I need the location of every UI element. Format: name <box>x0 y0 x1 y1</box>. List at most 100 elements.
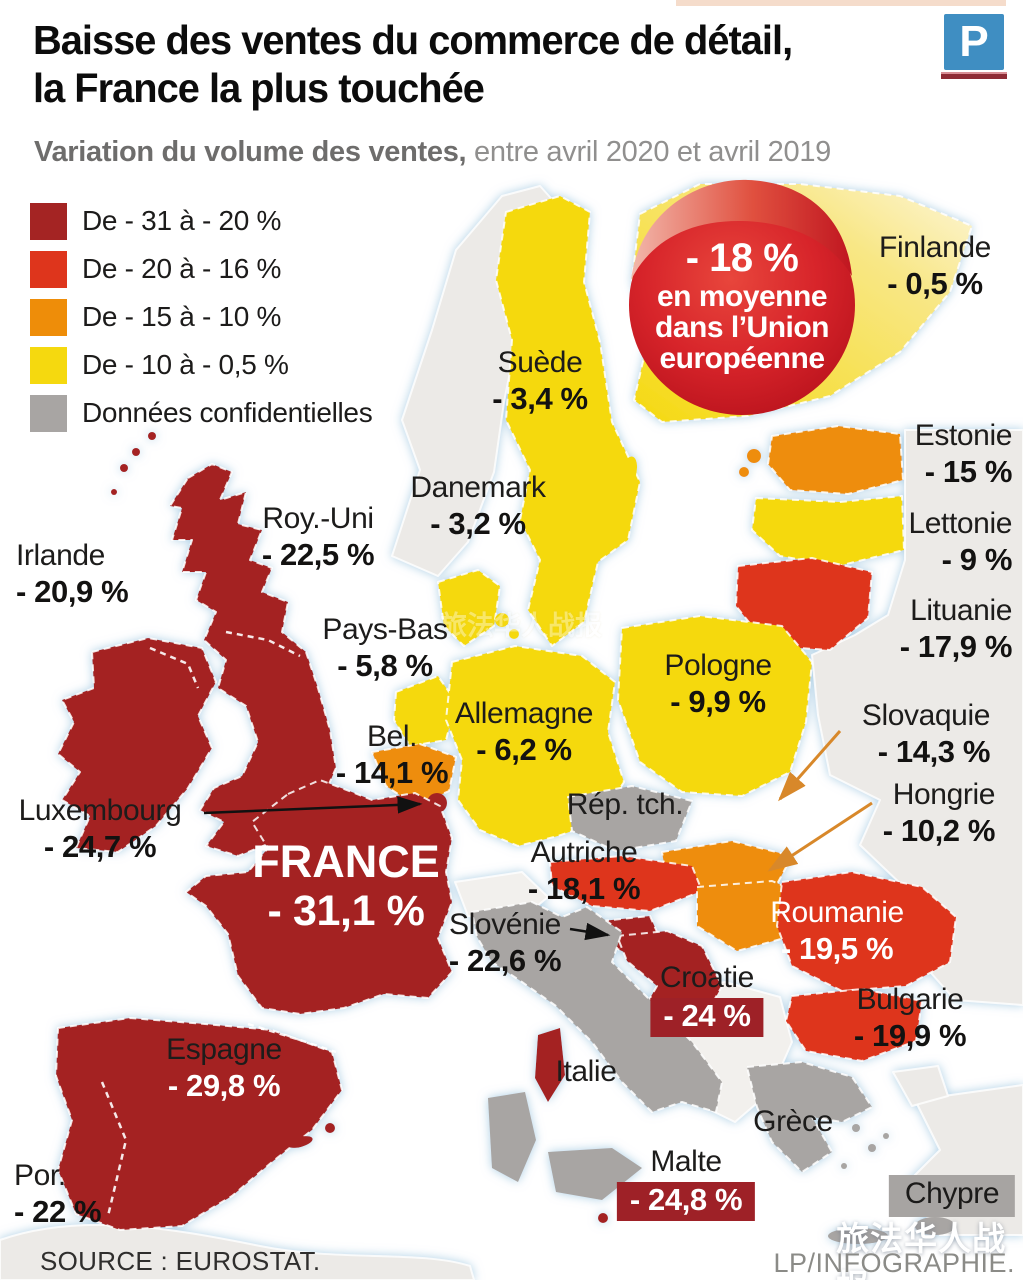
island-denmark-2 <box>509 629 519 639</box>
country-name-allemagne: Allemagne <box>454 697 594 730</box>
country-label-danemark: Danemark - 3,2 % <box>410 472 546 541</box>
country-name-slovenie: Slovénie <box>449 908 561 941</box>
cat-logo-icon <box>793 1245 819 1274</box>
country-name-irlande: Irlande <box>16 539 105 572</box>
island-scotland-4 <box>148 432 156 440</box>
country-name-grece: Grèce <box>753 1105 833 1138</box>
country-name-luxembourg: Luxembourg <box>18 794 182 827</box>
country-label-roumanie: Roumanie - 19,5 % <box>770 897 904 965</box>
legend-swatch-1 <box>30 250 67 288</box>
country-label-italie: Italie <box>556 1056 617 1088</box>
eu-average-text: - 18 % en moyenne dans l’Union européenn… <box>630 236 854 374</box>
legend-item-1: De - 20 à - 16 % <box>30 245 372 293</box>
country-value-pologne: - 9,9 % <box>670 683 766 719</box>
island-corse <box>535 1028 565 1102</box>
country-shape-belgique <box>371 743 457 807</box>
country-value-autriche: - 18,1 % <box>527 870 641 906</box>
country-value-hongrie: - 10,2 % <box>882 812 996 848</box>
watermark-text: 旅法华人战报 <box>836 1220 1007 1280</box>
country-shape-italie <box>471 901 723 1113</box>
country-name-malte: Malte <box>650 1145 722 1178</box>
le-parisien-logo: P <box>944 14 1004 70</box>
island-baleares-1 <box>287 1136 313 1148</box>
country-label-suede: Suède - 3,4 % <box>492 347 588 416</box>
border-scotland <box>225 630 301 658</box>
country-label-irlande: Irlande - 20,9 % <box>16 539 129 609</box>
legend-label-0: De - 31 à - 20 % <box>82 205 282 236</box>
country-name-bulgarie: Bulgarie <box>856 983 964 1016</box>
country-label-slovaquie: Slovaquie - 14,3 % <box>862 700 991 769</box>
country-shape-turkey-europe <box>892 1065 949 1107</box>
badge-curl <box>631 179 852 280</box>
title-line-1: Baisse des ventes du commerce de détail, <box>33 17 793 63</box>
country-shape-malte <box>598 1213 608 1223</box>
legend-label-2: De - 15 à - 10 % <box>82 301 282 332</box>
country-label-slovenie: Slovénie - 22,6 % <box>448 908 562 978</box>
country-name-hongrie: Hongrie <box>892 778 996 811</box>
country-name-lettonie: Lettonie <box>908 507 1012 540</box>
legend-label-3: De - 10 à - 0,5 % <box>82 349 289 380</box>
country-value-suede: - 3,4 % <box>492 380 588 416</box>
legend-item-0: De - 31 à - 20 % <box>30 197 372 245</box>
country-label-portugal: Por. - 22 % <box>14 1160 102 1229</box>
island-scotland-2 <box>132 448 140 456</box>
logo-letter: P <box>959 17 989 66</box>
eu-average-value: - 18 % <box>685 236 799 280</box>
eu-average-badge <box>629 179 855 415</box>
top-strip <box>676 0 1006 6</box>
country-label-autriche: Autriche - 18,1 % <box>527 837 641 906</box>
country-shape-east-band <box>811 429 1023 1006</box>
island-scotland-1 <box>120 464 128 472</box>
country-label-croatie: Croatie - 24 % <box>650 962 764 1038</box>
country-name-chypre: Chypre <box>888 1175 1016 1217</box>
country-value-lettonie: - 9 % <box>941 541 1013 577</box>
country-shape-danemark <box>437 569 501 647</box>
country-value-finlande: - 0,5 % <box>887 265 983 301</box>
country-shape-irlande <box>57 637 217 853</box>
country-name-espagne: Espagne <box>166 1033 282 1066</box>
country-value-portugal: - 22 % <box>14 1193 102 1229</box>
legend-swatch-3 <box>30 346 67 384</box>
country-name-roumanie: Roumanie <box>770 896 904 929</box>
country-label-grece: Grèce <box>753 1106 833 1138</box>
logo-underline <box>941 72 1007 79</box>
country-value-danemark: - 3,2 % <box>430 505 526 541</box>
country-name-rep_tch: Rép. tch. <box>566 788 684 821</box>
island-sicile <box>548 1148 642 1200</box>
country-shape-espagne-portugal <box>55 1017 343 1231</box>
country-label-pays_bas: Pays-Bas - 5,8 % <box>322 614 448 683</box>
country-value-slovenie: - 22,6 % <box>448 942 562 978</box>
country-name-france: FRANCE <box>252 836 440 887</box>
source-credit: SOURCE : EUROSTAT. <box>40 1246 321 1276</box>
page-title: Baisse des ventes du commerce de détail,… <box>33 16 793 112</box>
country-name-italie: Italie <box>555 1055 617 1088</box>
country-shape-rep-tch <box>567 785 693 852</box>
arrow-slovaquie <box>778 730 842 802</box>
country-shape-north-africa <box>0 1223 475 1280</box>
country-name-bel: Bel. <box>366 720 418 753</box>
country-name-estonie: Estonie <box>914 419 1013 452</box>
island-greece-4 <box>883 1133 889 1139</box>
eu-average-line1: en moyenne <box>656 280 828 313</box>
country-shape-roumanie <box>776 871 957 992</box>
country-shape-estonie <box>767 425 904 495</box>
country-label-bel: Bel. - 14,1 % <box>336 720 449 789</box>
country-shape-lettonie <box>751 495 905 567</box>
country-label-chypre: Chypre <box>888 1175 1016 1217</box>
country-shape-grece <box>746 1061 873 1173</box>
country-name-lituanie: Lituanie <box>910 594 1012 627</box>
border-northern-ireland <box>149 646 200 689</box>
page-subtitle: Variation du volume des ventes, entre av… <box>34 136 831 169</box>
country-value-slovaquie: - 14,3 % <box>877 733 991 769</box>
country-value-pays_bas: - 5,8 % <box>337 647 433 683</box>
country-label-espagne: Espagne - 29,8 % <box>166 1034 282 1102</box>
country-name-finlande: Finlande <box>879 231 991 264</box>
country-label-lituanie: Lituanie - 17,9 % <box>900 594 1013 663</box>
arrow-hongrie <box>767 801 873 872</box>
country-value-roy_uni: - 22,5 % <box>261 536 375 572</box>
country-value-croatie: - 24 % <box>650 997 764 1038</box>
country-value-irlande: - 20,9 % <box>16 573 129 609</box>
country-value-roumanie: - 19,5 % <box>780 930 894 966</box>
country-shape-autriche <box>549 855 703 912</box>
